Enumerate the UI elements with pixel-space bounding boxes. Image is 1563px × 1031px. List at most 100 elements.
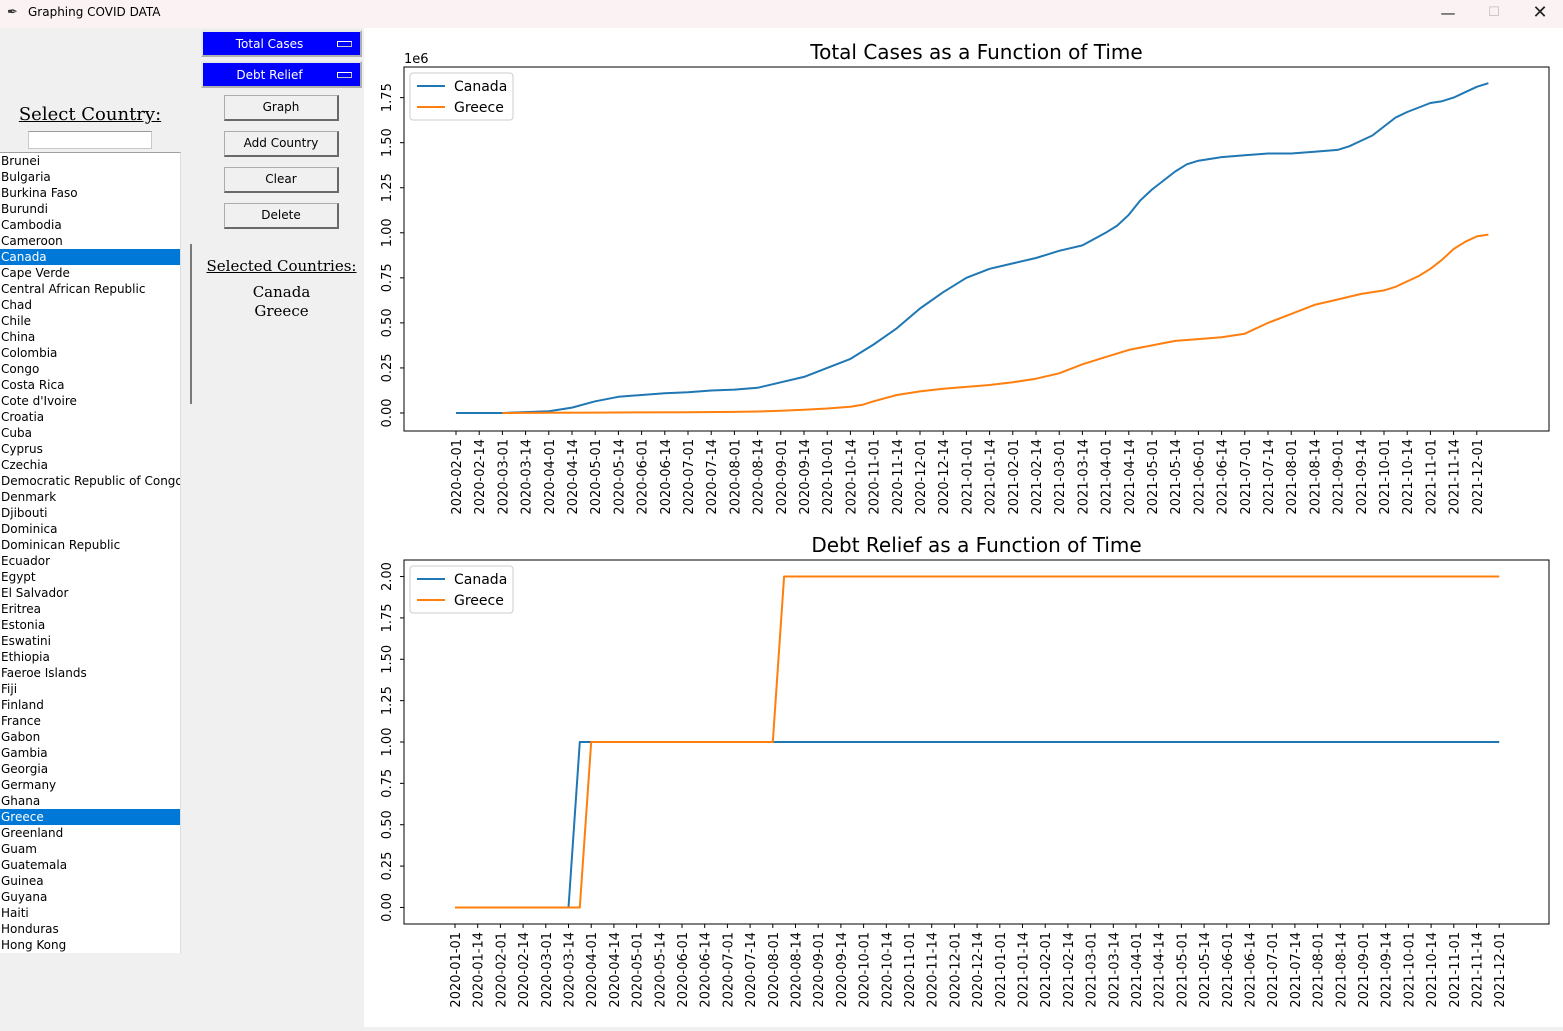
list-item[interactable]: Hong Kong [1,938,67,952]
title-bar: ✒ Graphing COVID DATA — ☐ ✕ [0,0,1563,28]
list-item[interactable]: Croatia [1,410,45,424]
x-tick-label: 2021-03-01 [1085,932,1100,1008]
list-item[interactable]: Burkina Faso [1,186,78,200]
list-item[interactable]: Gabon [1,730,41,744]
x-tick-label: 2021-09-01 [1332,439,1347,515]
list-item[interactable]: Guyana [1,890,48,904]
list-item[interactable]: Bulgaria [1,170,51,184]
list-item[interactable]: Egypt [1,570,36,584]
x-tick-label: 2021-10-01 [1378,439,1393,515]
list-item[interactable]: Guatemala [1,858,68,872]
list-item[interactable]: Germany [1,778,57,792]
series-line-canada [456,82,1489,414]
graph-button[interactable]: Graph [224,95,339,121]
list-item[interactable]: France [1,714,41,728]
x-tick-label: 2020-09-01 [775,439,790,515]
panel-separator [190,244,192,404]
add-country-button[interactable]: Add Country [224,131,339,157]
x-tick-label: 2020-04-14 [566,439,581,515]
x-tick-label: 2021-01-01 [994,932,1009,1008]
list-item[interactable]: Colombia [1,346,58,360]
list-item[interactable]: Denmark [1,490,57,504]
country-listbox[interactable]: Brunei Bulgaria Burkina Faso Burundi Cambodi… [0,152,181,953]
list-item[interactable]: Eswatini [1,634,51,648]
list-item[interactable]: Chile [1,314,32,328]
legend-entry: Canada [454,572,507,588]
list-item[interactable]: Canada [0,249,180,265]
x-tick-label: 2021-08-14 [1308,439,1323,515]
x-tick-label: 2020-03-14 [520,439,535,515]
list-item[interactable]: Haiti [1,906,29,920]
maximize-button[interactable]: ☐ [1488,5,1500,20]
list-item[interactable]: Czechia [1,458,48,472]
list-item[interactable]: Congo [1,362,40,376]
x-tick-label: 2021-02-14 [1030,439,1045,515]
x-tick-label: 2020-12-14 [971,932,986,1008]
minimize-button[interactable]: — [1440,4,1456,22]
legend-entry: Canada [454,79,507,95]
x-tick-label: 2021-12-01 [1493,932,1508,1008]
x-tick-label: 2020-03-14 [563,932,578,1008]
list-item[interactable]: Guam [1,842,37,856]
list-item[interactable]: Costa Rica [1,378,65,392]
list-item[interactable]: Fiji [1,682,18,696]
list-item[interactable]: Greece [0,809,180,825]
x-tick-label: 2020-08-01 [767,932,782,1008]
list-item[interactable]: Djibouti [1,506,48,520]
list-item[interactable]: China [1,330,36,344]
list-item[interactable]: Dominica [1,522,58,536]
list-item[interactable]: Guinea [1,874,44,888]
x-tick-label: 2021-10-01 [1402,932,1417,1008]
y-tick-label: 0.75 [380,263,395,292]
list-item[interactable]: Ethiopia [1,650,50,664]
list-item[interactable]: Cape Verde [1,266,70,280]
clear-button[interactable]: Clear [224,167,339,193]
plot-frame [403,66,1550,432]
x-tick-label: 2020-12-01 [914,439,929,515]
chart-title: Total Cases as a Function of Time [809,40,1142,64]
list-item[interactable]: Burundi [1,202,48,216]
legend-box [409,565,514,614]
x-tick-label: 2021-07-14 [1262,439,1277,515]
x-tick-label: 2020-11-01 [868,439,883,515]
list-item[interactable]: Central African Republic [1,282,146,296]
offset-label: 1e6 [404,52,429,67]
chart-1: Total Cases as a Function of Time 1e6 0.00… [380,40,1550,515]
x-tick-label: 2021-04-14 [1123,439,1138,515]
x-tick-label: 2020-08-01 [728,439,743,515]
list-item[interactable]: El Salvador [1,586,69,600]
list-item[interactable]: Chad [1,298,32,312]
list-item[interactable]: Ecuador [1,554,51,568]
legend-entry: Greece [454,593,504,609]
list-item[interactable]: Faeroe Islands [1,666,87,680]
list-item[interactable]: Greenland [1,826,64,840]
list-item[interactable]: Gambia [1,746,48,760]
metric2-dropdown[interactable]: Debt Relief [201,61,362,88]
x-tick-label: 2020-01-01 [449,932,464,1008]
list-item[interactable]: Democratic Republic of Congo [1,474,181,488]
delete-button[interactable]: Delete [224,203,339,229]
list-item[interactable]: Cote d'Ivoire [1,394,77,408]
list-item[interactable]: Brunei [1,154,41,168]
y-tick-label: 0.50 [380,308,395,337]
x-tick-label: 2021-04-14 [1153,932,1168,1008]
list-item[interactable]: Finland [1,698,44,712]
list-item[interactable]: Dominican Republic [1,538,121,552]
country-search-input[interactable] [28,131,152,149]
list-item[interactable]: Cameroon [1,234,63,248]
list-item[interactable]: Eritrea [1,602,41,616]
list-item[interactable]: Cambodia [1,218,62,232]
list-item[interactable]: Ghana [1,794,41,808]
close-button[interactable]: ✕ [1532,2,1548,23]
list-item[interactable]: Estonia [1,618,46,632]
x-tick-label: 2021-10-14 [1401,439,1416,515]
x-tick-label: 2021-09-14 [1380,932,1395,1008]
x-tick-label: 2020-07-01 [682,439,697,515]
x-tick-label: 2020-09-01 [812,932,827,1008]
list-item[interactable]: Cuba [1,426,32,440]
list-item[interactable]: Georgia [1,762,49,776]
x-tick-label: 2020-07-14 [705,439,720,515]
metric1-dropdown[interactable]: Total Cases [201,30,362,57]
list-item[interactable]: Cyprus [1,442,43,456]
list-item[interactable]: Honduras [1,922,59,936]
